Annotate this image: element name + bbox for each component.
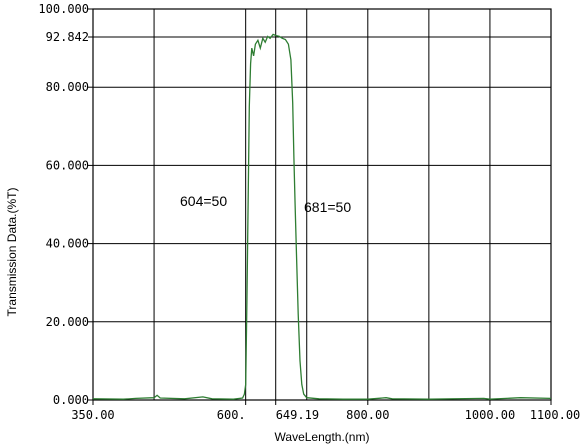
x-tick-label: 649.19: [276, 408, 319, 422]
y-tick-label: 40.000: [46, 237, 89, 251]
y-tick-label: 60.000: [46, 158, 89, 172]
y-tick-label: 92.842: [46, 30, 89, 44]
x-tick-label: 600.: [217, 408, 246, 422]
x-tick-label: 350.00: [71, 408, 114, 422]
y-tick-label: 80.000: [46, 80, 89, 94]
plot-frame: [92, 8, 552, 401]
y-axis-label: Transmission Data.(%T): [5, 188, 19, 317]
x-axis-label: WaveLength.(nm): [275, 430, 370, 444]
annotation-left: 604=50: [180, 193, 227, 209]
y-tick-label: 20.000: [46, 315, 89, 329]
y-tick-label: 0.000: [53, 393, 89, 407]
x-tick-label: 1100.00: [530, 408, 581, 422]
x-tick-label: 800.00: [346, 408, 389, 422]
x-tick-label: 1000.00: [465, 408, 516, 422]
y-tick-label: 100.000: [38, 2, 89, 16]
annotation-right: 681=50: [304, 199, 351, 215]
transmission-curve: [92, 33, 552, 400]
